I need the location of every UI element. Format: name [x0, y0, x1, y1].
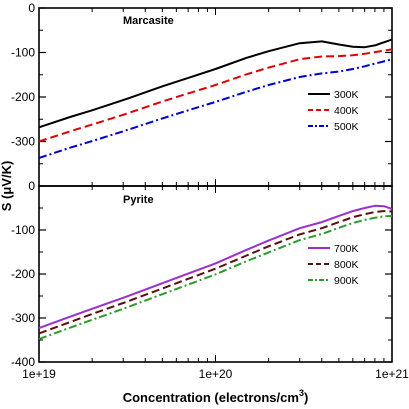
x-tick-label: 1e+20 [199, 367, 233, 381]
legend-label-900k: 900K [334, 275, 359, 287]
series-line-500k [38, 58, 393, 159]
legend-label-700k: 700K [334, 243, 359, 255]
x-tick-label: 1e+19 [22, 367, 56, 381]
legend-label-500k: 500K [334, 121, 359, 133]
series-line-300k [38, 38, 393, 129]
legend-label-300k: 300K [334, 89, 359, 101]
y-tick-label: -200 [11, 90, 35, 104]
marcasite-panel-title: Marcasite [123, 15, 174, 27]
y-axis-label: S (μV/K) [0, 161, 14, 212]
y-tick-label: -100 [11, 46, 35, 60]
series-line-700k [38, 204, 393, 330]
x-axis-label: Concentration (electrons/cm3) [123, 388, 309, 405]
y-tick-label: -300 [11, 311, 35, 325]
axis-ticks [38, 7, 393, 363]
x-axis-label-close: ) [304, 390, 308, 405]
pyrite-panel-title: Pyrite [123, 194, 154, 206]
series-line-900k [38, 214, 393, 341]
y-tick-label: -200 [11, 267, 35, 281]
legend-layer: 300K 400K 500K 700K 800K 900K [308, 89, 359, 287]
series-line-400k [38, 48, 393, 143]
y-tick-label: -400 [11, 355, 35, 369]
x-axis-label-main: Concentration (electrons/cm [123, 390, 299, 405]
series-layer [38, 38, 393, 341]
legend-label-800k: 800K [334, 259, 359, 271]
legend-label-400k: 400K [334, 105, 359, 117]
series-line-800k [38, 210, 393, 335]
y-tick-label: 0 [28, 179, 35, 193]
x-tick-label: 1e+21 [375, 367, 409, 381]
y-tick-label: -300 [11, 135, 35, 149]
y-tick-label: -100 [11, 223, 35, 237]
y-tick-label: 0 [28, 1, 35, 15]
x-axis-label-superscript: 3 [299, 388, 304, 398]
